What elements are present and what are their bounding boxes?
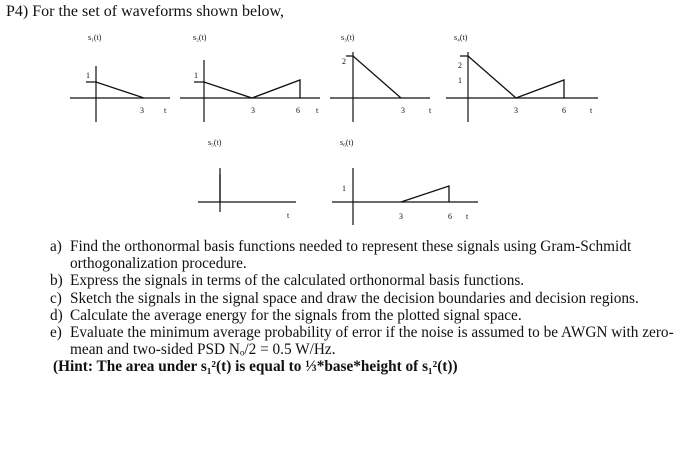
- s6-y-tick-1: 1: [342, 184, 346, 193]
- s4-x-tick-6: 6: [562, 106, 566, 115]
- s3-label: s₃(t): [341, 33, 355, 42]
- s6-x-tick-3: 3: [399, 212, 403, 221]
- question-text: Express the signals in terms of the calc…: [70, 272, 525, 290]
- s4-t-label: t: [590, 106, 593, 115]
- s6-label: s₆(t): [340, 138, 354, 147]
- s6-x-tick-6: 6: [448, 212, 452, 221]
- s2-x-tick-3: 3: [251, 106, 255, 115]
- waveform-s1: s₁(t) 1 3 t: [70, 33, 170, 122]
- s4-label: s₄(t): [454, 33, 468, 42]
- question-label: c): [50, 289, 62, 307]
- waveform-s5: s₅(t) t: [198, 138, 296, 220]
- question-b: b) Express the signals in terms of the c…: [50, 272, 695, 289]
- s2-x-tick-6: 6: [296, 106, 300, 115]
- s5-label: s₅(t): [208, 138, 222, 147]
- waveform-plots: s₁(t) 1 3 t s₂(t) 1 3 6 t s₃(t) 2 3 t s₄…: [70, 33, 598, 225]
- s4-x-tick-3: 3: [514, 106, 518, 115]
- question-text: Calculate the average energy for the sig…: [70, 306, 522, 324]
- question-list: a) Find the orthonormal basis functions …: [50, 238, 695, 376]
- question-c: c) Sketch the signals in the signal spac…: [50, 290, 695, 307]
- question-text: Find the orthonormal basis functions nee…: [70, 238, 632, 273]
- s1-t-label: t: [164, 106, 167, 115]
- waveform-s3: s₃(t) 2 3 t: [330, 33, 432, 122]
- waveform-s4: s₄(t) 2 1 3 6 t: [446, 33, 598, 122]
- s3-x-tick-3: 3: [401, 106, 405, 115]
- s1-y-tick-1: 1: [86, 71, 90, 80]
- s3-signal: [346, 55, 402, 99]
- question-label: b): [50, 272, 63, 290]
- s2-label: s₂(t): [193, 33, 207, 42]
- question-label: d): [50, 306, 63, 324]
- s2-y-tick-1: 1: [194, 71, 198, 80]
- hint-text: (Hint: The area under s₁²(t) is equal to…: [53, 358, 458, 376]
- s1-signal: [86, 81, 145, 99]
- s1-label: s₁(t): [88, 33, 102, 42]
- question-d: d) Calculate the average energy for the …: [50, 307, 695, 324]
- s4-y-tick-2: 2: [458, 61, 462, 70]
- s6-signal: [400, 185, 450, 203]
- s2-signal: [194, 79, 301, 99]
- s6-t-label: t: [466, 212, 469, 221]
- waveform-s2: s₂(t) 1 3 6 t: [180, 33, 320, 122]
- s4-y-tick-1: 1: [458, 76, 462, 85]
- question-label: a): [50, 238, 62, 255]
- s2-t-label: t: [316, 106, 319, 115]
- s5-t-label: t: [287, 211, 290, 220]
- question-a: a) Find the orthonormal basis functions …: [50, 238, 695, 272]
- question-label: e): [50, 324, 62, 342]
- s1-x-tick-3: 3: [140, 106, 144, 115]
- s3-y-tick-2: 2: [342, 57, 346, 66]
- problem-title: P4) For the set of waveforms shown below…: [6, 3, 285, 20]
- s4-signal: [460, 55, 565, 99]
- waveform-s6: s₆(t) 1 3 6 t: [332, 138, 478, 225]
- question-text: Evaluate the minimum average probability…: [70, 324, 674, 359]
- question-e: e) Evaluate the minimum average probabil…: [50, 324, 695, 358]
- s3-t-label: t: [429, 106, 432, 115]
- question-text: Sketch the signals in the signal space a…: [70, 289, 639, 307]
